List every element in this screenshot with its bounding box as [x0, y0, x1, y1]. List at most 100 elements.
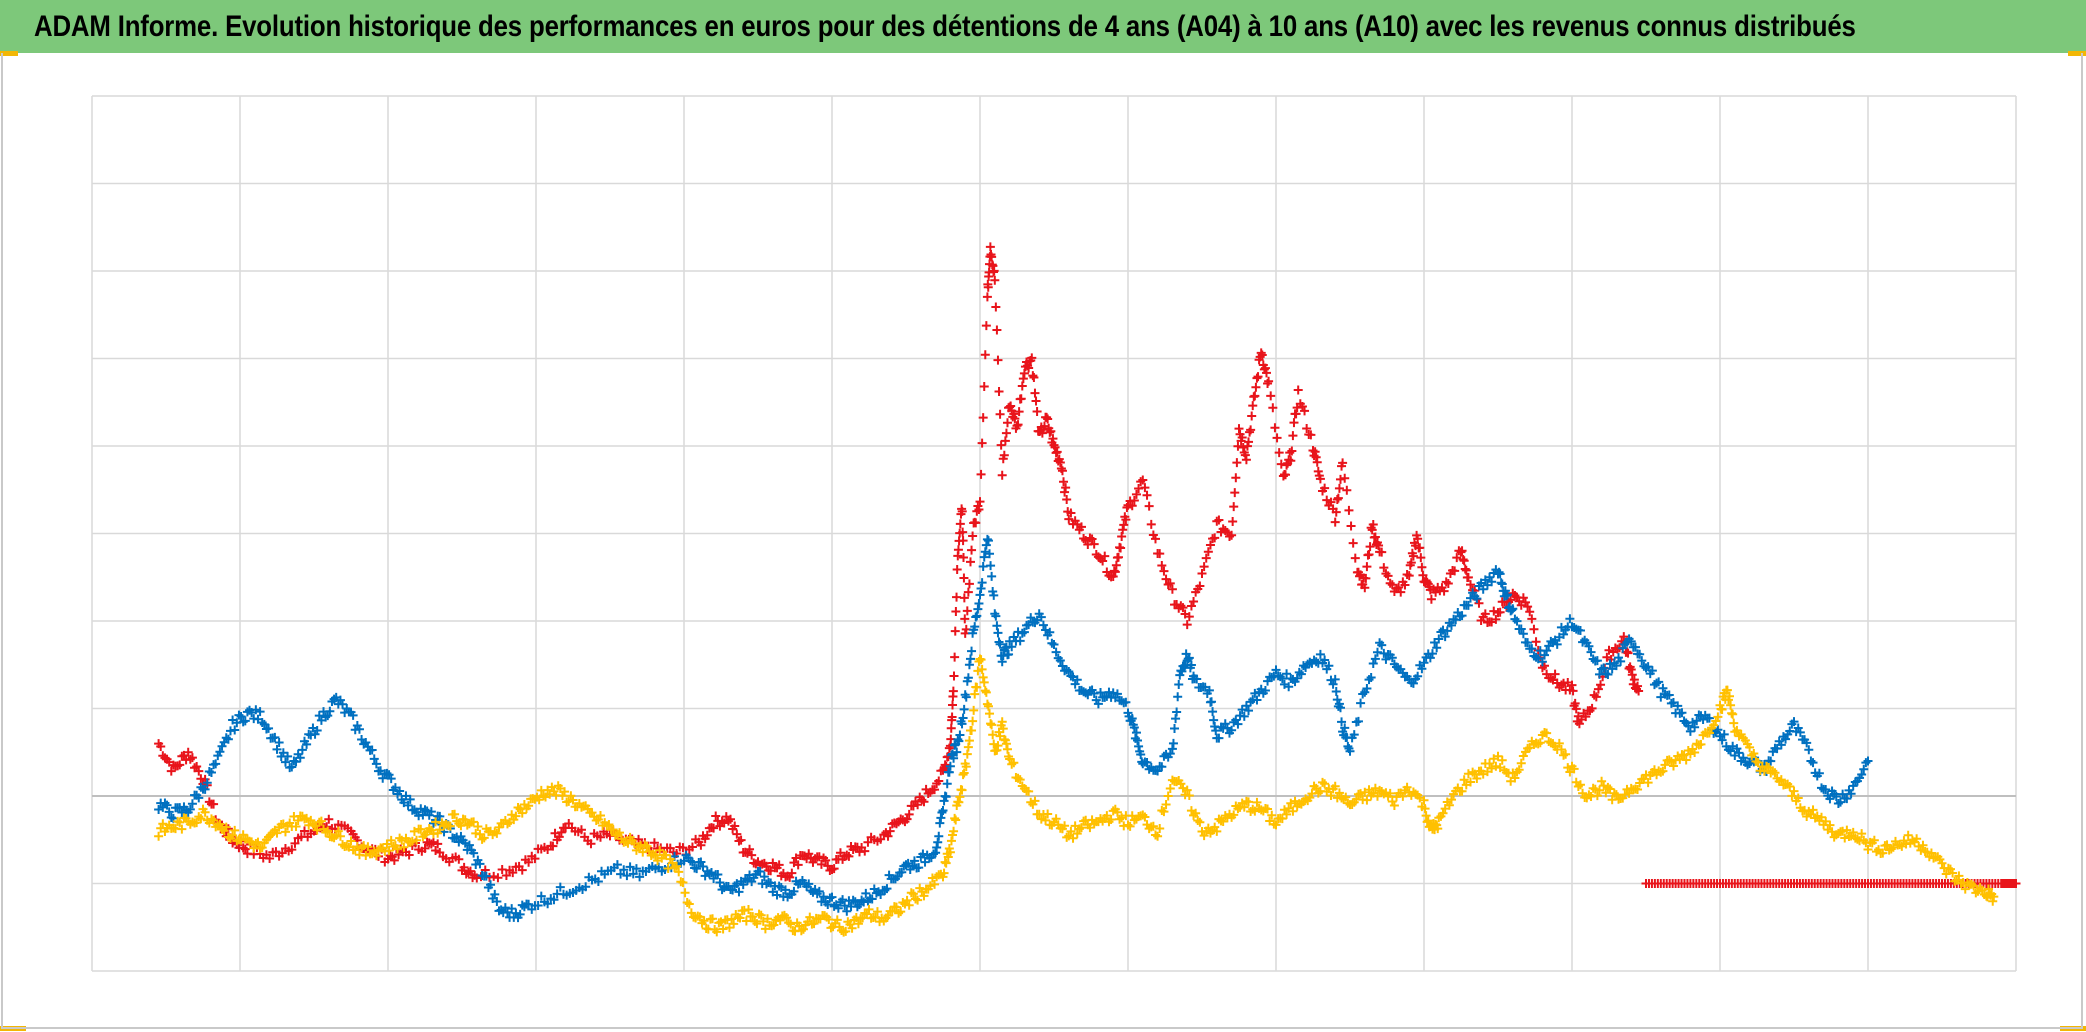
- data-point: [1444, 800, 1454, 810]
- data-point: [1379, 563, 1389, 573]
- data-point: [950, 626, 960, 636]
- data-point: [228, 830, 238, 840]
- data-point: [969, 705, 979, 715]
- data-point: [1569, 764, 1579, 774]
- data-point: [1320, 779, 1330, 789]
- data-point: [1260, 363, 1270, 373]
- data-point: [187, 753, 197, 763]
- data-point: [511, 811, 521, 821]
- data-point: [1969, 881, 1979, 891]
- data-point: [833, 903, 843, 913]
- data-point: [1148, 821, 1158, 831]
- data-point: [1728, 709, 1738, 719]
- data-point: [460, 838, 470, 848]
- data-point: [998, 724, 1008, 734]
- data-point: [324, 814, 334, 824]
- data-point: [1066, 508, 1076, 518]
- data-point: [435, 811, 445, 821]
- data-point: [1207, 697, 1217, 707]
- data-point: [1108, 571, 1118, 581]
- data-point: [902, 814, 912, 824]
- data-point: [1032, 406, 1042, 416]
- data-point: [1361, 573, 1371, 583]
- data-point: [1140, 812, 1150, 822]
- data-point: [1643, 778, 1653, 788]
- data-point: [194, 766, 204, 776]
- data-point: [723, 816, 733, 826]
- data-point: [1417, 562, 1427, 572]
- data-point: [185, 804, 195, 814]
- data-point: [1599, 781, 1609, 791]
- data-point: [586, 839, 596, 849]
- data-point: [1871, 847, 1881, 857]
- data-point: [975, 590, 985, 600]
- data-point: [1554, 738, 1564, 748]
- data-point: [862, 909, 872, 919]
- data-point: [1658, 766, 1668, 776]
- data-point: [1167, 584, 1177, 594]
- data-point: [1542, 646, 1552, 656]
- data-point: [1857, 769, 1867, 779]
- data-point: [291, 757, 301, 767]
- data-point: [1633, 785, 1643, 795]
- data-point: [158, 819, 168, 829]
- data-point: [1282, 809, 1292, 819]
- data-point: [1333, 493, 1343, 503]
- data-point: [918, 849, 928, 859]
- data-point: [215, 819, 225, 829]
- data-point: [992, 745, 1002, 755]
- data-point: [989, 739, 999, 749]
- data-point: [1192, 674, 1202, 684]
- data-point: [1184, 653, 1194, 663]
- data-point: [234, 710, 244, 720]
- data-point: [1491, 614, 1501, 624]
- data-point: [761, 879, 771, 889]
- data-point: [1350, 553, 1360, 563]
- data-point: [793, 860, 803, 870]
- data-point: [945, 761, 955, 771]
- data-point: [742, 875, 752, 885]
- data-point: [1055, 656, 1065, 666]
- data-point: [980, 350, 990, 360]
- data-point: [982, 699, 992, 709]
- data-point: [756, 910, 766, 920]
- data-point: [981, 321, 991, 331]
- data-point: [983, 282, 993, 292]
- data-point: [1184, 612, 1194, 622]
- data-point: [930, 879, 940, 889]
- data-point: [1285, 448, 1295, 458]
- data-point: [1937, 858, 1947, 868]
- data-point: [1019, 368, 1029, 378]
- data-point: [829, 864, 839, 874]
- series-a06: [154, 534, 1873, 923]
- data-point: [960, 614, 970, 624]
- chart-frame: [1, 53, 2083, 1029]
- data-point: [183, 747, 193, 757]
- data-point: [1118, 525, 1128, 535]
- data-point: [1059, 477, 1069, 487]
- data-point: [507, 904, 517, 914]
- data-point: [951, 607, 961, 617]
- data-point: [949, 753, 959, 763]
- data-point: [964, 660, 974, 670]
- data-point: [1030, 388, 1040, 398]
- data-point: [932, 842, 942, 852]
- data-point: [1277, 814, 1287, 824]
- data-point: [1330, 674, 1340, 684]
- data-point: [1048, 434, 1058, 444]
- data-point: [979, 552, 989, 562]
- data-point: [312, 726, 322, 736]
- data-point: [700, 871, 710, 881]
- data-point: [477, 834, 487, 844]
- data-point: [1535, 738, 1545, 748]
- data-point: [441, 819, 451, 829]
- data-point: [897, 867, 907, 877]
- data-point: [1633, 681, 1643, 691]
- data-point: [469, 817, 479, 827]
- data-point: [1186, 601, 1196, 611]
- data-point: [1804, 745, 1814, 755]
- data-point: [904, 809, 914, 819]
- data-point: [732, 829, 742, 839]
- data-point: [1123, 820, 1133, 830]
- data-point: [1229, 502, 1239, 512]
